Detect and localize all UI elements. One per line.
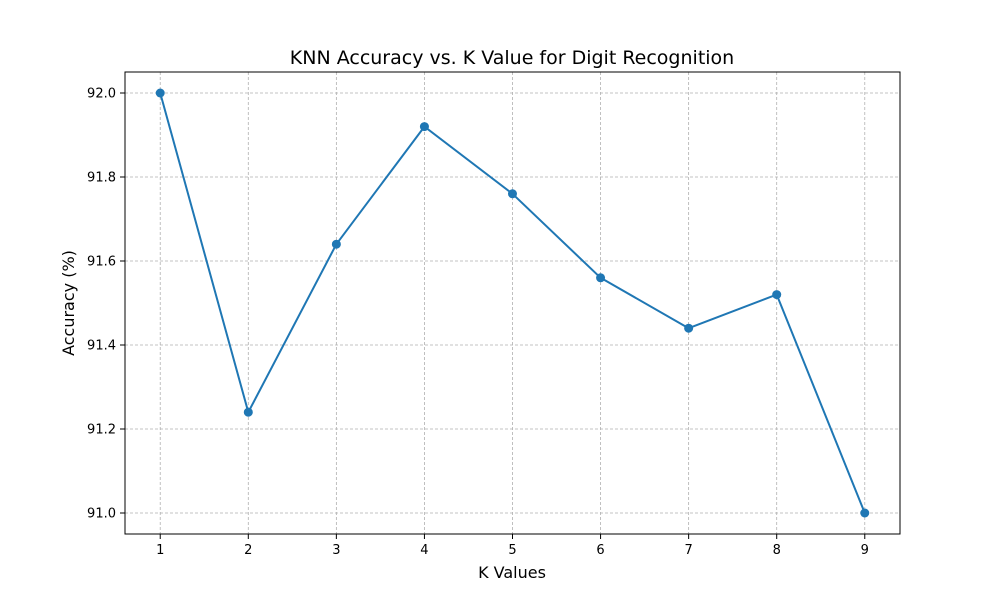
plot-frame	[124, 71, 901, 535]
y-axis-label: Accuracy (%)	[59, 250, 78, 356]
y-tick-label: 91.2	[87, 423, 116, 438]
data-point-marker	[419, 122, 429, 132]
data-series	[155, 88, 870, 518]
x-tick-label: 6	[596, 543, 604, 558]
x-tick-label: 8	[773, 543, 781, 558]
x-tick-label: 2	[244, 543, 252, 558]
data-point-marker	[596, 273, 606, 283]
x-tick-label: 3	[332, 543, 340, 558]
y-tick-label: 91.0	[87, 507, 116, 522]
x-tick-label: 5	[508, 543, 516, 558]
data-point-marker	[331, 239, 341, 249]
grid-lines	[125, 72, 900, 534]
y-tick-label: 91.8	[87, 171, 116, 186]
x-tick-label: 4	[420, 543, 428, 558]
x-axis-label: K Values	[478, 563, 546, 582]
x-tick-label: 7	[684, 543, 692, 558]
data-point-marker	[860, 508, 870, 518]
x-tick-label: 1	[156, 543, 164, 558]
data-point-marker	[243, 407, 253, 417]
data-point-marker	[155, 88, 165, 98]
y-tick-label: 91.4	[87, 339, 116, 354]
y-tick-label: 92.0	[87, 87, 116, 102]
y-tick-label: 91.6	[87, 255, 116, 270]
x-tick-label: 9	[861, 543, 869, 558]
data-point-marker	[684, 323, 694, 333]
data-point-marker	[508, 189, 517, 199]
data-point-marker	[772, 290, 782, 300]
axis-ticks: 1 2 3 4 5 6 7 8 9 91.0 91.2 91.4 91.6 91.8 92.0	[87, 87, 869, 559]
chart-title: KNN Accuracy vs. K Value for Digit Recog…	[290, 47, 734, 69]
